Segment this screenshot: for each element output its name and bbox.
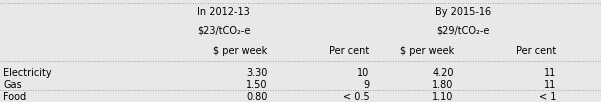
Text: $ per week: $ per week bbox=[213, 46, 267, 56]
Text: 0.80: 0.80 bbox=[246, 92, 267, 102]
Text: 9: 9 bbox=[364, 80, 370, 90]
Text: 4.20: 4.20 bbox=[432, 68, 454, 78]
Text: 3.30: 3.30 bbox=[246, 68, 267, 78]
Text: $29/tCO₂-e: $29/tCO₂-e bbox=[436, 26, 489, 36]
Text: 10: 10 bbox=[358, 68, 370, 78]
Text: 1.80: 1.80 bbox=[432, 80, 454, 90]
Text: Food: Food bbox=[3, 92, 26, 102]
Text: 1.10: 1.10 bbox=[432, 92, 454, 102]
Text: $23/tCO₂-e: $23/tCO₂-e bbox=[197, 26, 250, 36]
Text: 1.50: 1.50 bbox=[246, 80, 267, 90]
Text: 11: 11 bbox=[544, 68, 556, 78]
Text: Electricity: Electricity bbox=[3, 68, 52, 78]
Text: By 2015-16: By 2015-16 bbox=[435, 7, 491, 17]
Text: Per cent: Per cent bbox=[329, 46, 370, 56]
Text: Per cent: Per cent bbox=[516, 46, 556, 56]
Text: < 0.5: < 0.5 bbox=[343, 92, 370, 102]
Text: < 1: < 1 bbox=[538, 92, 556, 102]
Text: Gas: Gas bbox=[3, 80, 22, 90]
Text: In 2012-13: In 2012-13 bbox=[197, 7, 250, 17]
Text: 11: 11 bbox=[544, 80, 556, 90]
Text: $ per week: $ per week bbox=[400, 46, 454, 56]
